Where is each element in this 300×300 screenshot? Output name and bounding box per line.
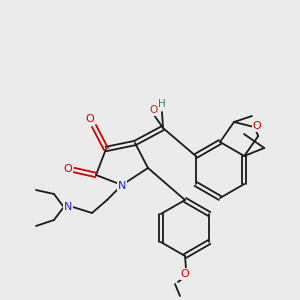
- Text: O: O: [85, 114, 94, 124]
- Text: O: O: [253, 121, 262, 131]
- Text: O: O: [149, 105, 157, 115]
- Text: O: O: [181, 269, 189, 279]
- Text: N: N: [64, 202, 72, 212]
- Text: O: O: [64, 164, 72, 174]
- Text: N: N: [118, 181, 126, 191]
- Text: H: H: [158, 99, 166, 109]
